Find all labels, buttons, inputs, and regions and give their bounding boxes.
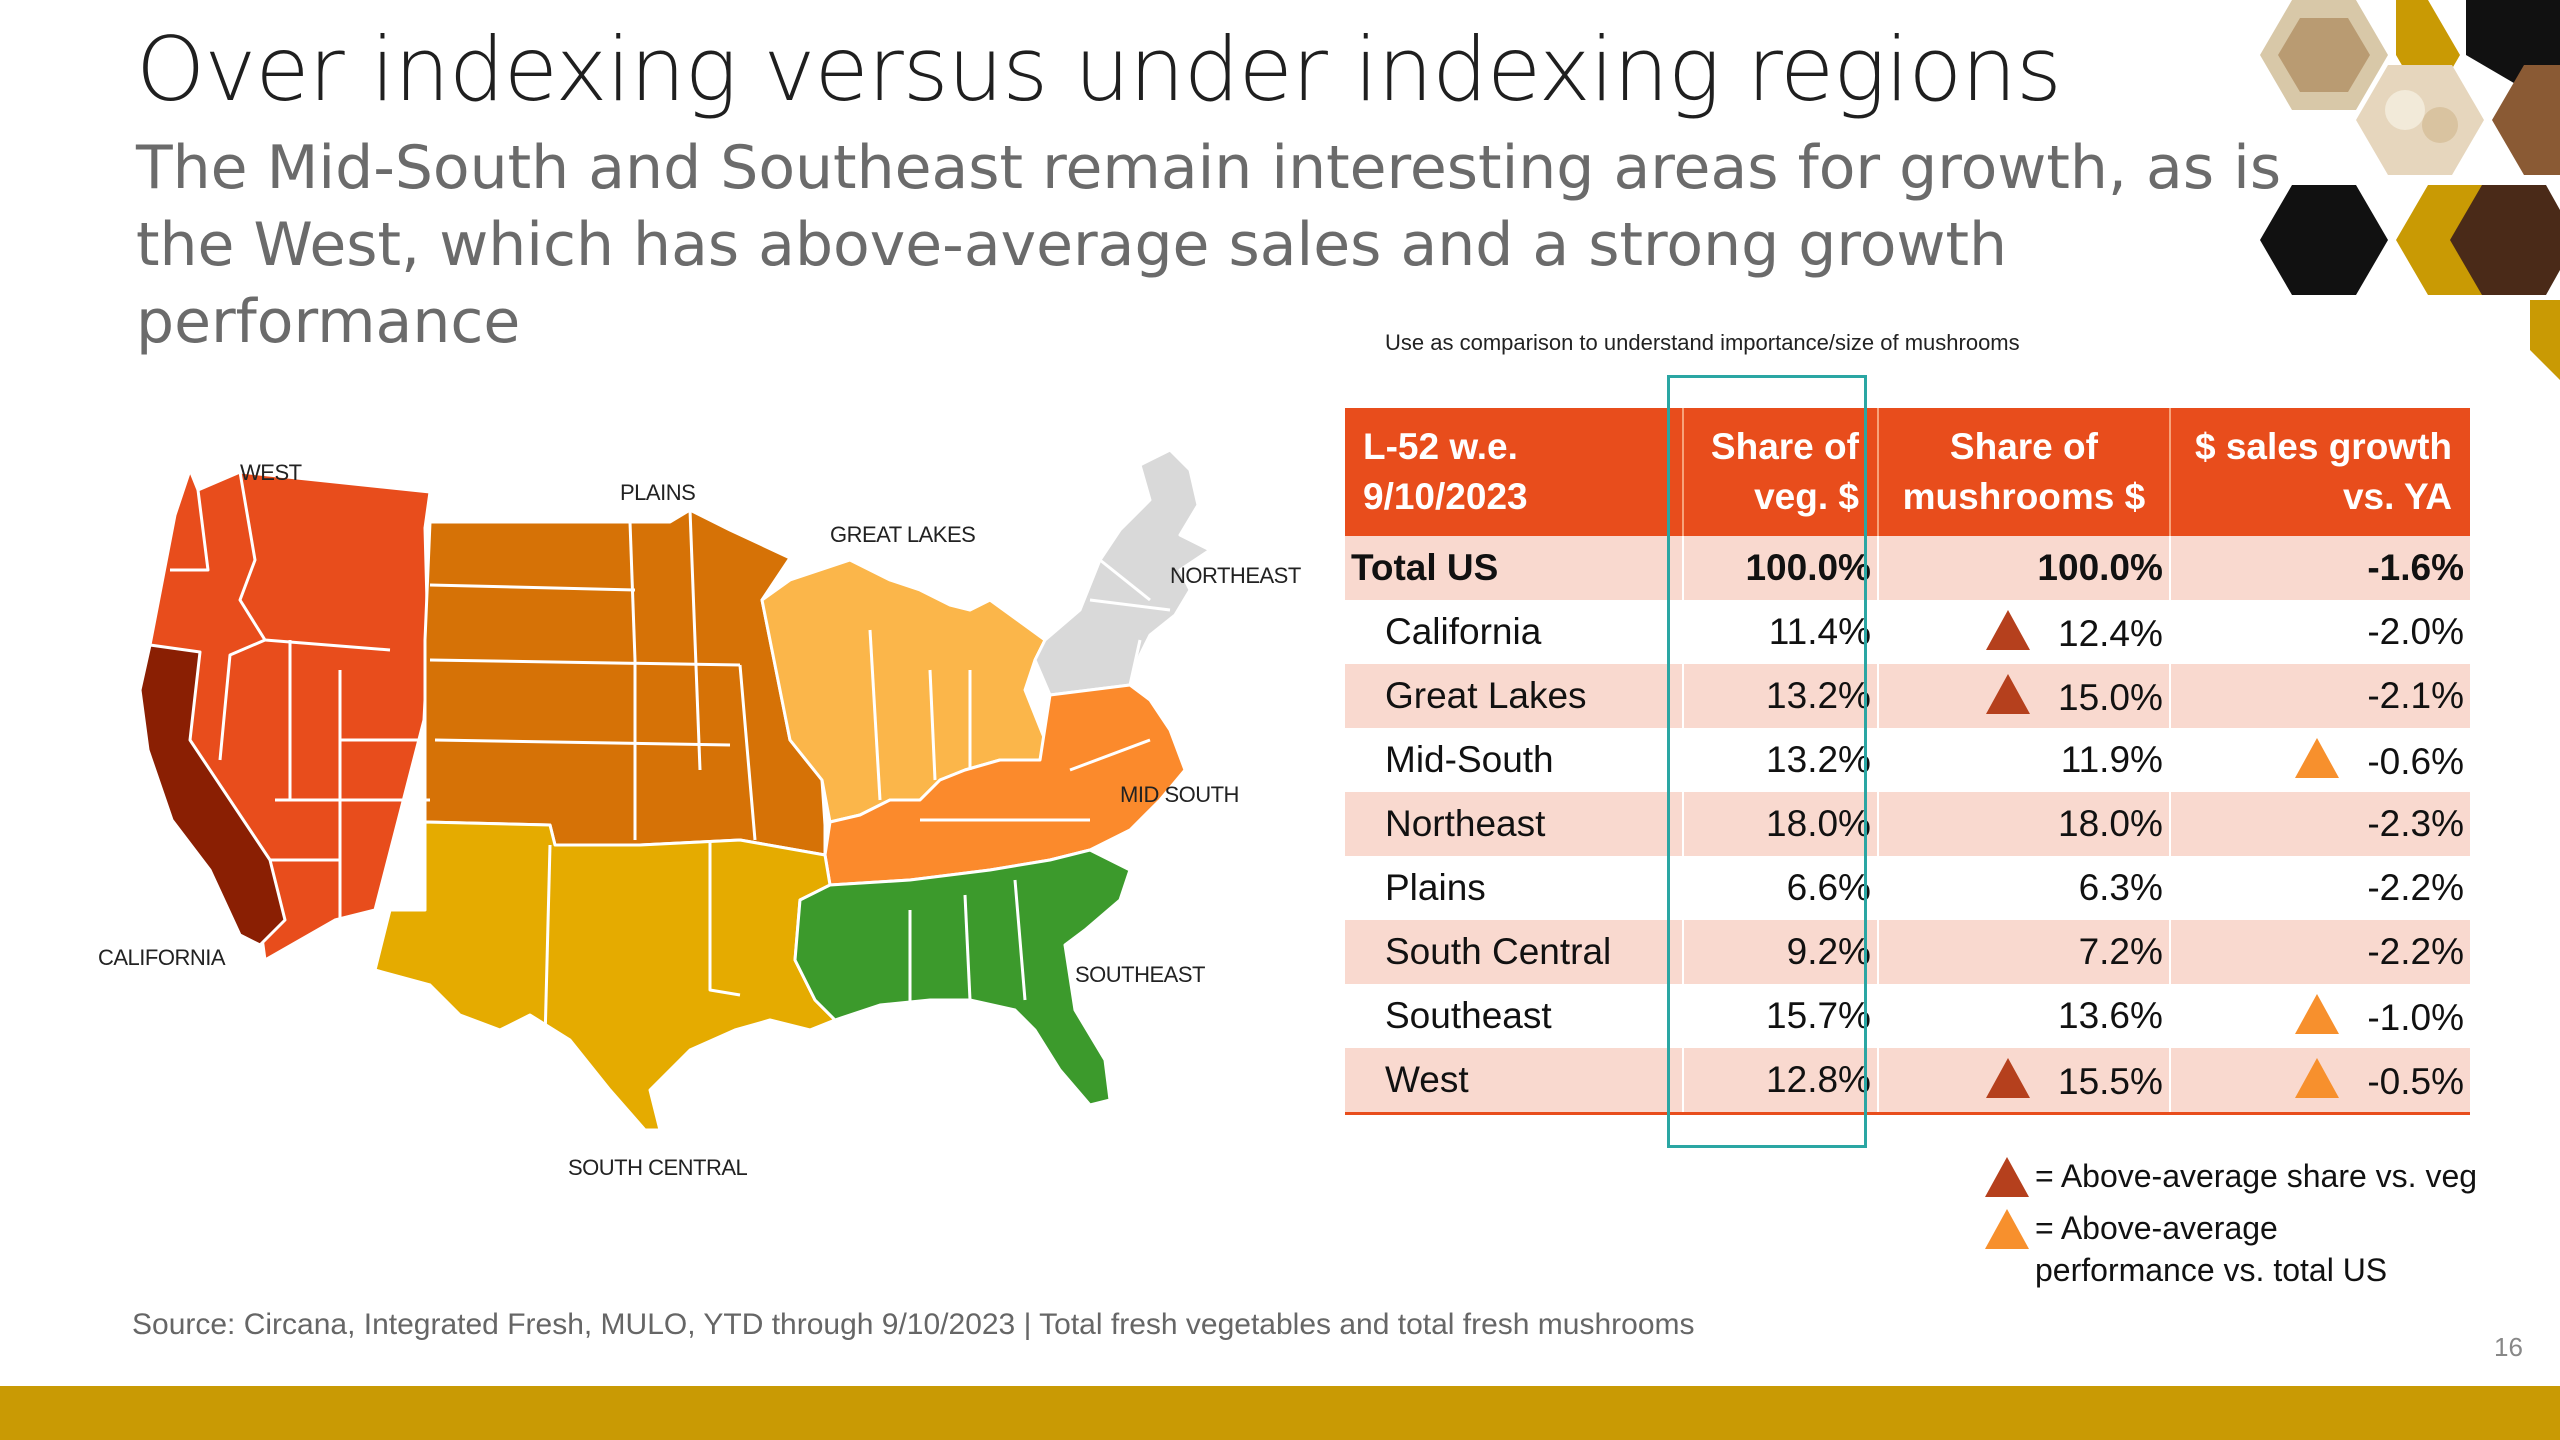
row-region: South Central: [1345, 920, 1684, 984]
above-avg-share-triangle-icon: [1986, 609, 2030, 650]
mushroom-cap-2: [2422, 107, 2458, 143]
honeycomb-photo-3: [2492, 65, 2560, 175]
map-label-south-central: SOUTH CENTRAL: [568, 1155, 748, 1180]
header-sales-growth: $ sales growth vs. YA: [2169, 408, 2470, 536]
row-share-mushrooms: 6.3%: [1877, 856, 2171, 920]
table-header-row: L-52 w.e. 9/10/2023 Share of veg. $ Shar…: [1345, 408, 2470, 536]
honeycomb-photo-1-detail: [2278, 18, 2370, 92]
table-row: Total US 100.0% 100.0% -1.6%: [1345, 536, 2470, 600]
table-row: California 11.4% 12.4% -2.0%: [1345, 600, 2470, 664]
row-region: Southeast: [1345, 984, 1684, 1048]
row-sales-growth: -2.2%: [2169, 920, 2470, 984]
row-region: Northeast: [1345, 792, 1684, 856]
share-veg-highlight-box: [1667, 375, 1867, 1148]
table-row: West 12.8% 15.5% -0.5%: [1345, 1048, 2470, 1115]
table-row: Plains 6.6% 6.3% -2.2%: [1345, 856, 2470, 920]
table-row: Southeast 15.7% 13.6% -1.0%: [1345, 984, 2470, 1048]
row-sales-growth: -2.3%: [2169, 792, 2470, 856]
above-avg-performance-triangle-icon: [2295, 1057, 2340, 1098]
above-avg-performance-triangle-icon: [2295, 737, 2340, 778]
table-row: Northeast 18.0% 18.0% -2.3%: [1345, 792, 2470, 856]
table-row: South Central 9.2% 7.2% -2.2%: [1345, 920, 2470, 984]
row-region: Plains: [1345, 856, 1684, 920]
row-sales-growth: -0.6%: [2169, 728, 2470, 792]
map-label-plains: PLAINS: [620, 480, 695, 505]
map-label-northeast: NORTHEAST: [1170, 563, 1301, 588]
row-region: Total US: [1345, 536, 1684, 600]
table-row: Mid-South 13.2% 11.9% -0.6%: [1345, 728, 2470, 792]
slide-title: Over indexing versus under indexing regi…: [136, 18, 2062, 121]
row-share-veg: 13.2%: [1682, 728, 1879, 792]
honeycomb-black-2: [2260, 185, 2388, 295]
row-region: Mid-South: [1345, 728, 1684, 792]
above-avg-share-triangle-icon: [1986, 673, 2030, 714]
row-share-mushrooms: 7.2%: [1877, 920, 2171, 984]
above-avg-performance-triangle-icon: [1985, 1209, 2029, 1249]
mushroom-honeycomb-image: [2260, 0, 2560, 380]
map-label-west: WEST: [240, 460, 302, 485]
map-label-mid-south: MID SOUTH: [1120, 782, 1239, 807]
row-sales-growth: -2.1%: [2169, 664, 2470, 728]
row-share-mushrooms: 12.4%: [1877, 600, 2171, 664]
map-region-southeast: [793, 848, 1132, 1107]
row-share-mushrooms: 100.0%: [1877, 536, 2171, 600]
row-share-mushrooms: 18.0%: [1877, 792, 2171, 856]
region-share-table: L-52 w.e. 9/10/2023 Share of veg. $ Shar…: [1345, 408, 2470, 1115]
row-share-veg: 15.7%: [1682, 984, 1879, 1048]
row-region: California: [1345, 600, 1684, 664]
page-number: 16: [2494, 1332, 2523, 1362]
row-sales-growth: -1.0%: [2169, 984, 2470, 1048]
honeycomb-gold-3: [2530, 300, 2560, 380]
us-regions-map: WEST PLAINS GREAT LAKES NORTHEAST MID SO…: [98, 448, 1301, 1180]
map-region-california: [138, 643, 287, 947]
row-share-veg: 6.6%: [1682, 856, 1879, 920]
row-sales-growth: -2.0%: [2169, 600, 2470, 664]
map-label-california: CALIFORNIA: [98, 945, 226, 970]
above-avg-performance-triangle-icon: [2295, 993, 2340, 1034]
row-share-veg: 18.0%: [1682, 792, 1879, 856]
legend-label-performance: = Above-average performance vs. total US: [2035, 1210, 2388, 1288]
row-sales-growth: -1.6%: [2169, 536, 2470, 600]
above-avg-share-triangle-icon: [1985, 1157, 2029, 1197]
row-share-veg: 12.8%: [1682, 1048, 1879, 1115]
map-region-plains: [423, 508, 827, 857]
map-label-southeast: SOUTHEAST: [1075, 962, 1205, 987]
legend-item-performance: = Above-average performance vs. total US: [1985, 1207, 2477, 1291]
header-share-mushrooms: Share of mushrooms $: [1877, 408, 2171, 536]
above-avg-share-triangle-icon: [1986, 1057, 2030, 1098]
row-sales-growth: -2.2%: [2169, 856, 2470, 920]
footer-bar: [0, 1386, 2560, 1440]
legend-label-share: = Above-average share vs. veg: [2035, 1158, 2478, 1194]
header-share-veg: Share of veg. $: [1682, 408, 1879, 536]
honeycomb-photo-4: [2450, 185, 2560, 295]
row-region: West: [1345, 1048, 1684, 1115]
legend: = Above-average share vs. veg = Above-av…: [1985, 1155, 2477, 1301]
header-period: L-52 w.e. 9/10/2023: [1345, 408, 1684, 536]
row-share-veg: 9.2%: [1682, 920, 1879, 984]
map-region-south-central: [373, 820, 837, 1132]
map-label-great-lakes: GREAT LAKES: [830, 522, 975, 547]
mushroom-cap-1: [2385, 90, 2425, 130]
table-row: Great Lakes 13.2% 15.0% -2.1%: [1345, 664, 2470, 728]
row-share-mushrooms: 15.0%: [1877, 664, 2171, 728]
row-share-veg: 11.4%: [1682, 600, 1879, 664]
row-share-veg: 13.2%: [1682, 664, 1879, 728]
table-note: Use as comparison to understand importan…: [1385, 330, 2020, 355]
row-share-mushrooms: 15.5%: [1877, 1048, 2171, 1115]
row-region: Great Lakes: [1345, 664, 1684, 728]
row-share-mushrooms: 11.9%: [1877, 728, 2171, 792]
row-sales-growth: -0.5%: [2169, 1048, 2470, 1115]
legend-item-share: = Above-average share vs. veg: [1985, 1155, 2477, 1197]
slide-subtitle: The Mid-South and Southeast remain inter…: [136, 133, 2282, 357]
row-share-mushrooms: 13.6%: [1877, 984, 2171, 1048]
source-note: Source: Circana, Integrated Fresh, MULO,…: [132, 1308, 1695, 1341]
state-borders: [170, 471, 1171, 1041]
row-share-veg: 100.0%: [1682, 536, 1879, 600]
